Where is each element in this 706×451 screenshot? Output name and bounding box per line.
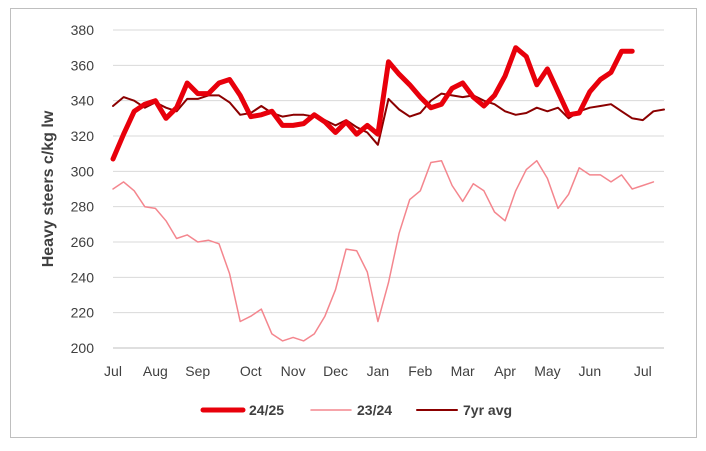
y-tick-label: 220 [71, 305, 95, 321]
legend-item: 7yr avg [416, 402, 512, 418]
y-tick-label: 240 [71, 269, 95, 285]
x-tick-label: Jul [634, 363, 652, 379]
gridlines [113, 29, 664, 314]
x-tick-label: Oct [240, 363, 262, 379]
x-tick-label: Jun [579, 363, 602, 379]
x-tick-label: Dec [323, 363, 348, 379]
x-tick-label: Aug [143, 363, 168, 379]
x-tick-label: Jul [104, 363, 122, 379]
y-axis-ticks: 200 220 240 260 280 300 320 340 360 380 [71, 22, 95, 356]
y-tick-label: 340 [71, 93, 95, 109]
x-tick-label: May [534, 363, 560, 379]
legend-item: 23/24 [310, 402, 392, 418]
y-tick-label: 320 [71, 128, 95, 144]
x-tick-label: Mar [451, 363, 475, 379]
x-tick-label: Nov [281, 363, 306, 379]
y-tick-label: 280 [71, 199, 95, 215]
legend-label: 23/24 [357, 402, 392, 418]
legend-item: 24/25 [200, 402, 284, 418]
series-line [112, 159, 655, 342]
y-tick-label: 360 [71, 57, 95, 73]
x-tick-label: Sep [185, 363, 210, 379]
x-axis-ticks: Jul Aug Sep Oct Nov Dec Jan Feb Mar Apr May Jun Jul [104, 363, 652, 379]
x-tick-label: Feb [408, 363, 432, 379]
series-line [112, 92, 665, 146]
y-axis-label: Heavy steers c/kg lw [40, 110, 57, 267]
y-tick-label: 300 [71, 163, 95, 179]
legend: 24/25 23/24 7yr avg [200, 402, 512, 418]
y-tick-label: 200 [71, 340, 95, 356]
series-line [110, 45, 635, 162]
x-tick-label: Jan [367, 363, 390, 379]
x-tick-label: Apr [494, 363, 516, 379]
chart-frame [10, 8, 697, 438]
legend-label: 7yr avg [463, 402, 512, 418]
legend-label: 24/25 [249, 402, 284, 418]
y-tick-label: 260 [71, 234, 95, 250]
y-tick-label: 380 [71, 22, 95, 38]
series-lines [110, 45, 665, 342]
